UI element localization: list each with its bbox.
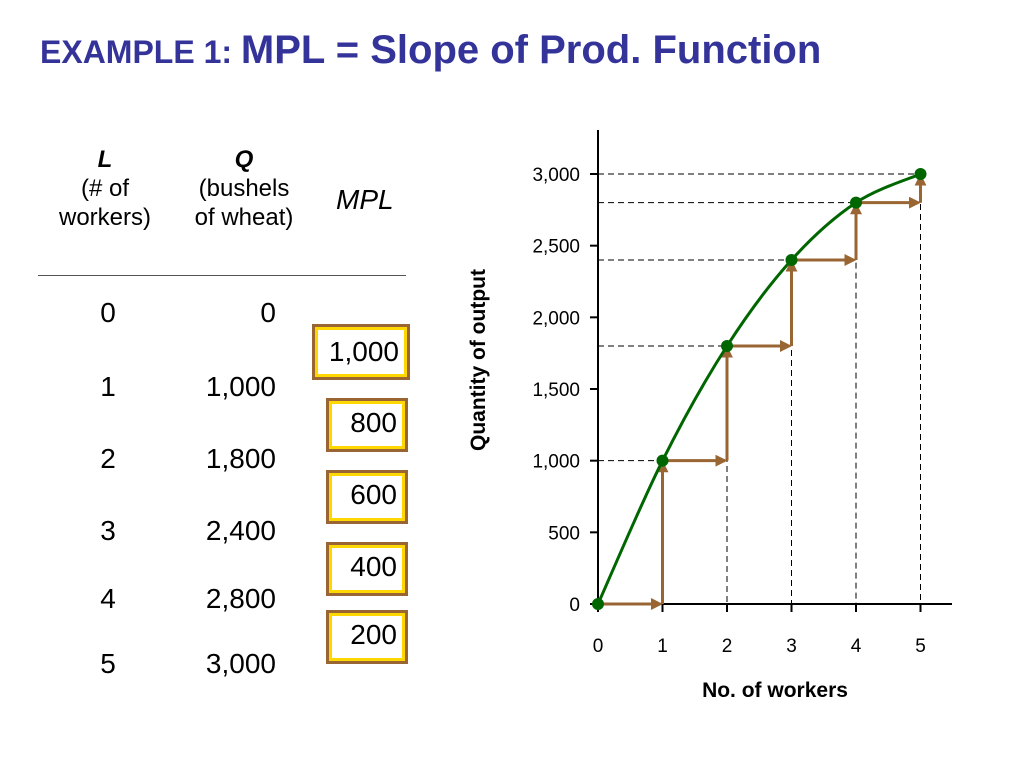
x-axis-title: No. of workers <box>702 679 848 702</box>
production-curve <box>596 172 922 605</box>
data-point-1 <box>656 454 669 467</box>
production-function-chart: 0 500 1,000 1,500 2,000 2,500 3,000 0 1 2 3 4 5 No. o… <box>467 130 952 702</box>
data-point-0 <box>592 598 604 610</box>
row-4-q: 2,800 <box>205 583 276 614</box>
row-3-l: 3 <box>100 515 116 546</box>
row-5-q: 3,000 <box>205 648 276 679</box>
header-q-line2: of wheat) <box>194 204 294 231</box>
y-axis-title: Quantity of output <box>467 269 490 451</box>
header-q-line1: (bushels <box>198 175 290 202</box>
mpl-value-4: 400 <box>326 542 408 596</box>
title-lead: EXAMPLE 1: <box>40 34 241 70</box>
y-tick-label-2: 1,000 <box>532 452 580 473</box>
x-tick-label-2: 2 <box>722 636 733 657</box>
y-tick-label-6: 3,000 <box>532 165 580 186</box>
row-2-l: 2 <box>100 443 116 474</box>
mpl-value-5: 200 <box>326 610 408 664</box>
header-divider <box>38 275 406 276</box>
header-l-line1: (# of <box>80 175 130 202</box>
data-point-3 <box>785 254 798 266</box>
row-1-l: 1 <box>100 371 116 402</box>
x-tick-label-0: 0 <box>593 636 604 657</box>
page-title: EXAMPLE 1: MPL = Slope of Prod. Function <box>40 28 1010 73</box>
data-point-4 <box>850 196 862 209</box>
header-l: L (# of workers) <box>40 145 170 232</box>
x-tick-label-3: 3 <box>786 636 797 657</box>
y-tick-label-5: 2,500 <box>532 237 580 258</box>
x-tick-label-1: 1 <box>657 636 668 657</box>
row-2-q: 1,800 <box>205 443 276 474</box>
y-tick-label-0: 0 <box>569 595 580 616</box>
row-1-q: 1,000 <box>205 371 276 402</box>
header-mpl: MPL <box>336 184 394 215</box>
x-tick-label-5: 5 <box>915 636 926 657</box>
row-3-q: 2,400 <box>205 515 276 546</box>
header-l-symbol: L <box>97 146 113 173</box>
header-q: Q (bushels of wheat) <box>176 145 312 232</box>
header-l-line2: workers) <box>58 204 151 231</box>
data-point-2 <box>721 340 733 352</box>
mpl-value-2: 800 <box>326 398 408 452</box>
data-point-5 <box>914 168 927 180</box>
y-tick-label-1: 500 <box>548 523 580 544</box>
header-q-symbol: Q <box>234 146 254 173</box>
mpl-value-3: 600 <box>326 470 408 524</box>
x-tick-label-4: 4 <box>851 636 862 657</box>
row-5-l: 5 <box>100 648 116 679</box>
row-4-l: 4 <box>100 583 116 614</box>
title-main: MPL = Slope of Prod. Function <box>240 28 822 72</box>
y-tick-label-4: 2,000 <box>532 308 580 329</box>
y-tick-label-3: 1,500 <box>532 380 580 401</box>
row-0-q: 0 <box>260 297 276 328</box>
mpl-value-1: 1,000 <box>312 324 410 380</box>
row-0-l: 0 <box>100 297 116 328</box>
